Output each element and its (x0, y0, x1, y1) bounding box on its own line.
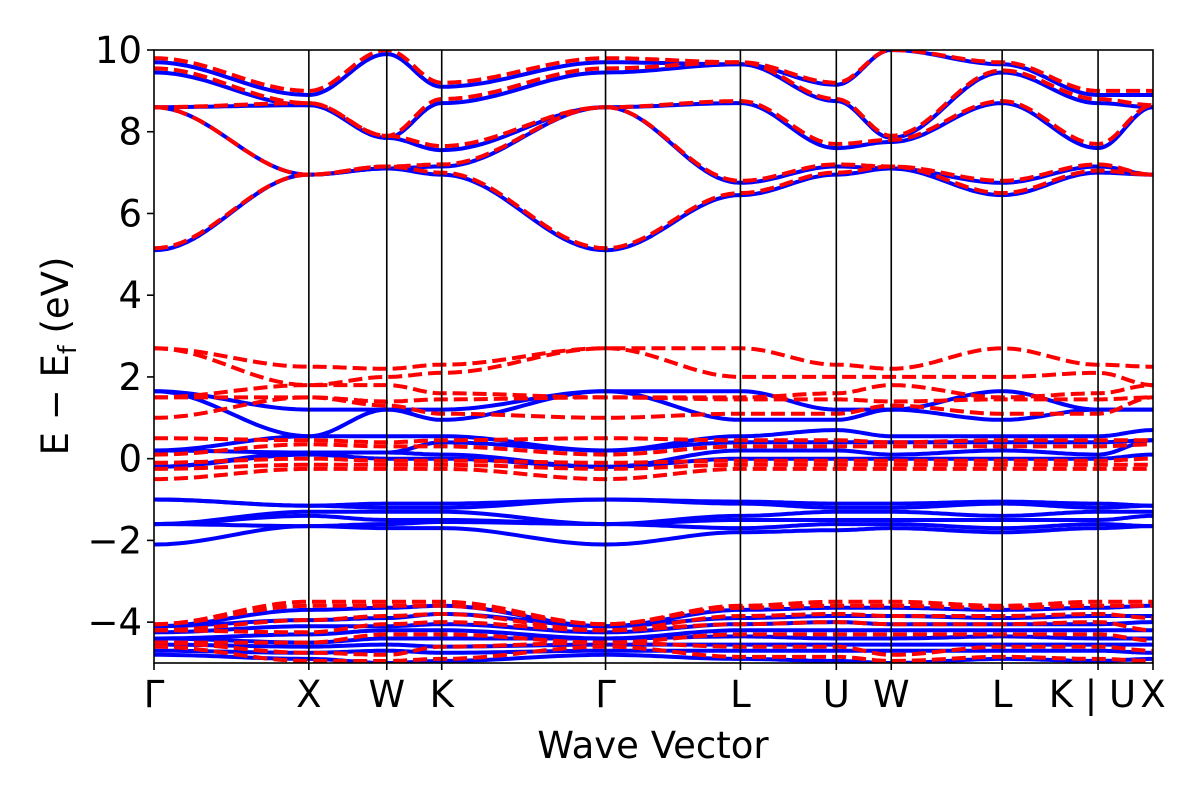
y-axis-title-main: E − E (34, 354, 77, 455)
y-tick-label: 0 (118, 438, 142, 481)
y-tick-label: −2 (87, 519, 142, 562)
high-symmetry-lines (308, 50, 1099, 663)
band-line-dashed-1 (154, 105, 1153, 183)
y-tick-label: 2 (118, 356, 142, 399)
x-tick-label: X (296, 673, 321, 716)
x-tick-label: Γ (144, 673, 165, 716)
x-tick-label: L (992, 673, 1013, 716)
y-tick-label: 6 (118, 192, 142, 235)
x-tick-label: Γ (595, 673, 616, 716)
x-tick-label: L (730, 673, 751, 716)
y-tick-label: 4 (118, 274, 142, 317)
x-tick-label: K | U (1049, 673, 1136, 716)
band-line-dashed-4 (154, 50, 1153, 93)
x-tick-label: X (1140, 673, 1165, 716)
y-axis-title-subscript: f (53, 344, 82, 354)
band-line-dashed-3 (154, 60, 1153, 138)
y-tick-label: 8 (118, 111, 142, 154)
y-tick-label: 10 (95, 29, 142, 72)
x-tick-label: W (873, 673, 910, 716)
y-axis-ticks: −4 −2 0 2 4 6 8 10 (87, 29, 154, 644)
y-axis-title: E − Ef (eV) (34, 257, 82, 456)
x-tick-label: K (430, 673, 456, 716)
x-axis-title: Wave Vector (537, 724, 769, 767)
x-tick-label: W (368, 673, 405, 716)
x-tick-label: U (823, 673, 850, 716)
y-tick-label: −4 (87, 601, 142, 644)
plot-frame (153, 49, 1154, 664)
band-line-dashed-6 (154, 346, 1153, 388)
y-axis-title-unit: (eV) (34, 257, 77, 346)
